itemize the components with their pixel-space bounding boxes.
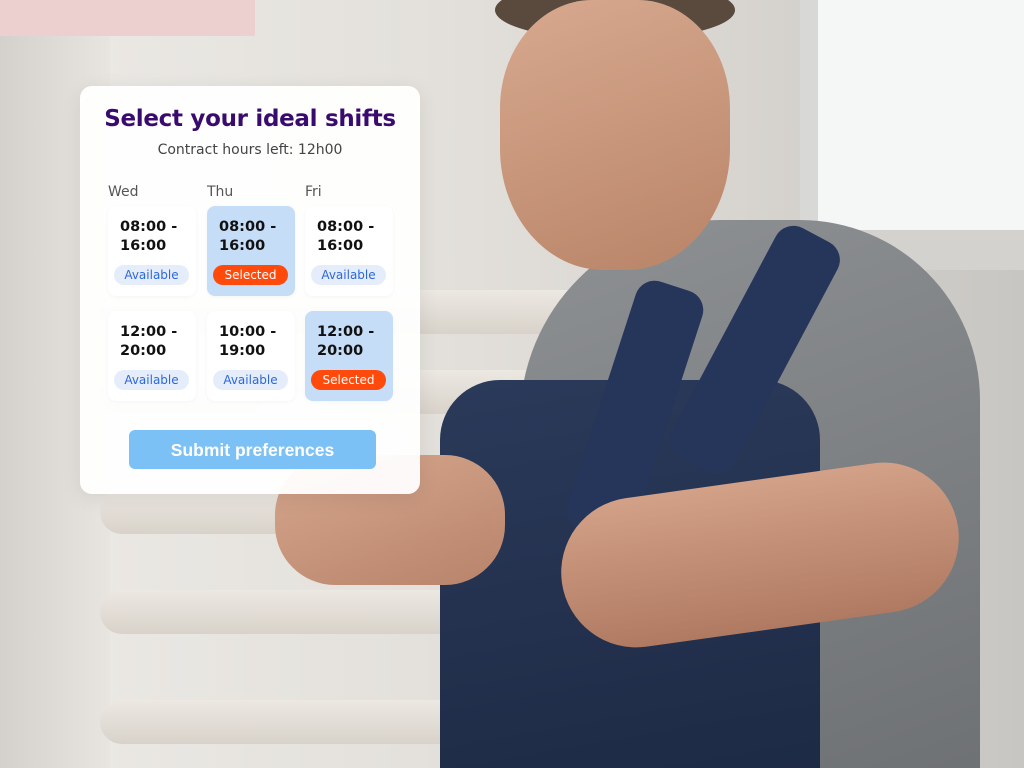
day-label-fri: Fri [305,184,322,200]
day-label-wed: Wed [108,184,139,200]
status-badge: Selected [213,265,288,285]
status-badge: Available [114,370,189,390]
shift-tile-thu-2[interactable]: 10:00 - 19:00 Available [207,311,295,401]
shift-tile-fri-2[interactable]: 12:00 - 20:00 Selected [305,311,393,401]
shift-selection-card: Select your ideal shifts Contract hours … [80,86,420,494]
shift-time: 12:00 - 20:00 [120,324,178,359]
shift-time: 08:00 - 16:00 [317,219,375,254]
contract-hours-left: Contract hours left: 12h00 [157,142,343,158]
window [800,0,1024,270]
card-title: Select your ideal shifts [104,106,396,132]
shift-time: 10:00 - 19:00 [219,324,277,359]
man-head [500,0,730,270]
status-badge: Available [213,370,288,390]
wall-stripe [0,0,255,36]
shift-time: 08:00 - 16:00 [120,219,178,254]
status-badge: Available [114,265,189,285]
status-badge: Available [311,265,386,285]
submit-preferences-button[interactable]: Submit preferences [129,430,376,469]
status-badge: Selected [311,370,386,390]
shift-tile-wed-1[interactable]: 08:00 - 16:00 Available [108,206,196,296]
shift-time: 08:00 - 16:00 [219,219,277,254]
shift-tile-fri-1[interactable]: 08:00 - 16:00 Available [305,206,393,296]
day-label-thu: Thu [207,184,234,200]
shift-tile-wed-2[interactable]: 12:00 - 20:00 Available [108,311,196,401]
shift-time: 12:00 - 20:00 [317,324,375,359]
shift-tile-thu-1[interactable]: 08:00 - 16:00 Selected [207,206,295,296]
